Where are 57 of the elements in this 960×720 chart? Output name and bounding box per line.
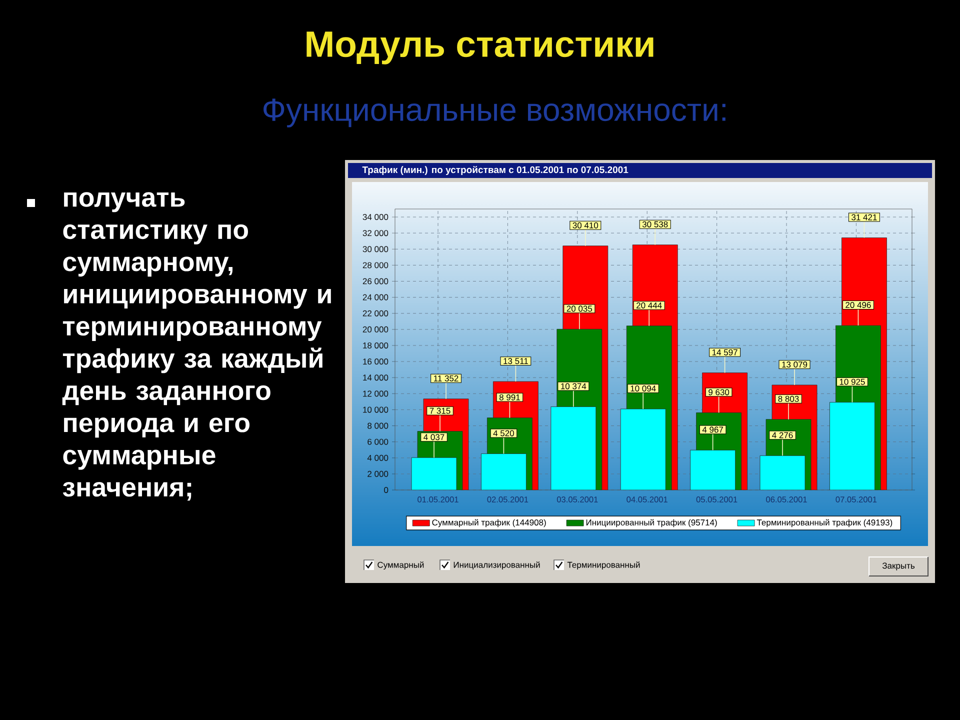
x-tick-label: 02.05.2001	[487, 496, 528, 502]
data-label: 9 630	[708, 389, 730, 396]
data-label: 30 410	[572, 222, 598, 228]
text: получать статистику по суммарному, инициированному и терминированному трафику за каждый день заданного периода и его суммарные значения;	[62, 192, 331, 501]
y-tick-label: 20 000	[362, 326, 388, 332]
y-tick-label: 24 000	[362, 294, 388, 300]
text: Закрыть	[882, 562, 915, 570]
data-label: 13 511	[504, 358, 528, 364]
y-tick-label: 14 000	[363, 374, 388, 381]
data-label: 20 035	[566, 306, 592, 312]
y-tick-label: 34 000	[362, 214, 388, 220]
data-label: 10 925	[840, 378, 865, 385]
text: Трафик (мин.) по устройствам с 01.05.2001 по 07.05.2001	[362, 166, 628, 176]
data-label: 20 444	[636, 302, 662, 308]
data-label: 11 352	[434, 375, 458, 382]
data-label: 4 520	[493, 430, 514, 436]
y-tick-label: 16 000	[363, 358, 388, 365]
y-tick-label: 0	[384, 486, 388, 493]
y-tick-label: 26 000	[362, 278, 388, 284]
y-tick-label: 18 000	[363, 342, 388, 348]
y-tick-label: 8 000	[368, 422, 388, 429]
data-label: 8 991	[499, 394, 520, 400]
legend-label: Суммарный трафик (144908)	[432, 519, 546, 528]
data-label: 7 315	[430, 408, 450, 414]
data-label: 14 597	[712, 349, 738, 356]
y-tick-label: 12 000	[363, 390, 388, 397]
data-label: 13 079	[782, 362, 808, 368]
x-tick-label: 04.05.2001	[626, 496, 668, 502]
text: Суммарный	[378, 561, 424, 570]
data-label: 10 094	[630, 385, 656, 392]
x-tick-label: 01.05.2001	[418, 496, 458, 502]
data-label: 4 967	[702, 426, 724, 433]
y-tick-label: 30 000	[362, 246, 388, 252]
text: Инициализированный	[454, 561, 540, 570]
legend-label: Терминированный трафик (49193)	[756, 519, 892, 528]
y-tick-label: 4 000	[367, 454, 388, 461]
data-label: 4 037	[424, 434, 444, 440]
data-label: 20 496	[846, 302, 871, 308]
data-label: 8 803	[778, 396, 799, 402]
x-tick-label: 03.05.2001	[556, 496, 598, 502]
x-tick-label: 06.05.2001	[766, 496, 807, 502]
data-label: 30 538	[642, 221, 668, 228]
y-tick-label: 22 000	[362, 310, 388, 316]
data-label: 4 276	[772, 432, 793, 438]
x-tick-label: 07.05.2001	[836, 496, 877, 502]
chart-title: Модуль статистики	[306, 32, 654, 64]
y-tick-label: 10 000	[363, 406, 388, 413]
y-tick-label: 6 000	[368, 438, 388, 445]
x-tick-label: 05.05.2001	[696, 496, 738, 502]
data-label: 10 374	[561, 383, 586, 390]
y-tick-label: 32 000	[362, 230, 388, 236]
y-tick-label: 28 000	[362, 262, 388, 268]
y-tick-label: 2 000	[368, 470, 388, 477]
chart-subtitle: Функциональные возможности:	[264, 98, 726, 128]
text: Терминированный	[567, 561, 640, 570]
legend-label: Инициированный трафик (95714)	[586, 519, 717, 528]
data-label: 31 421	[852, 214, 877, 220]
